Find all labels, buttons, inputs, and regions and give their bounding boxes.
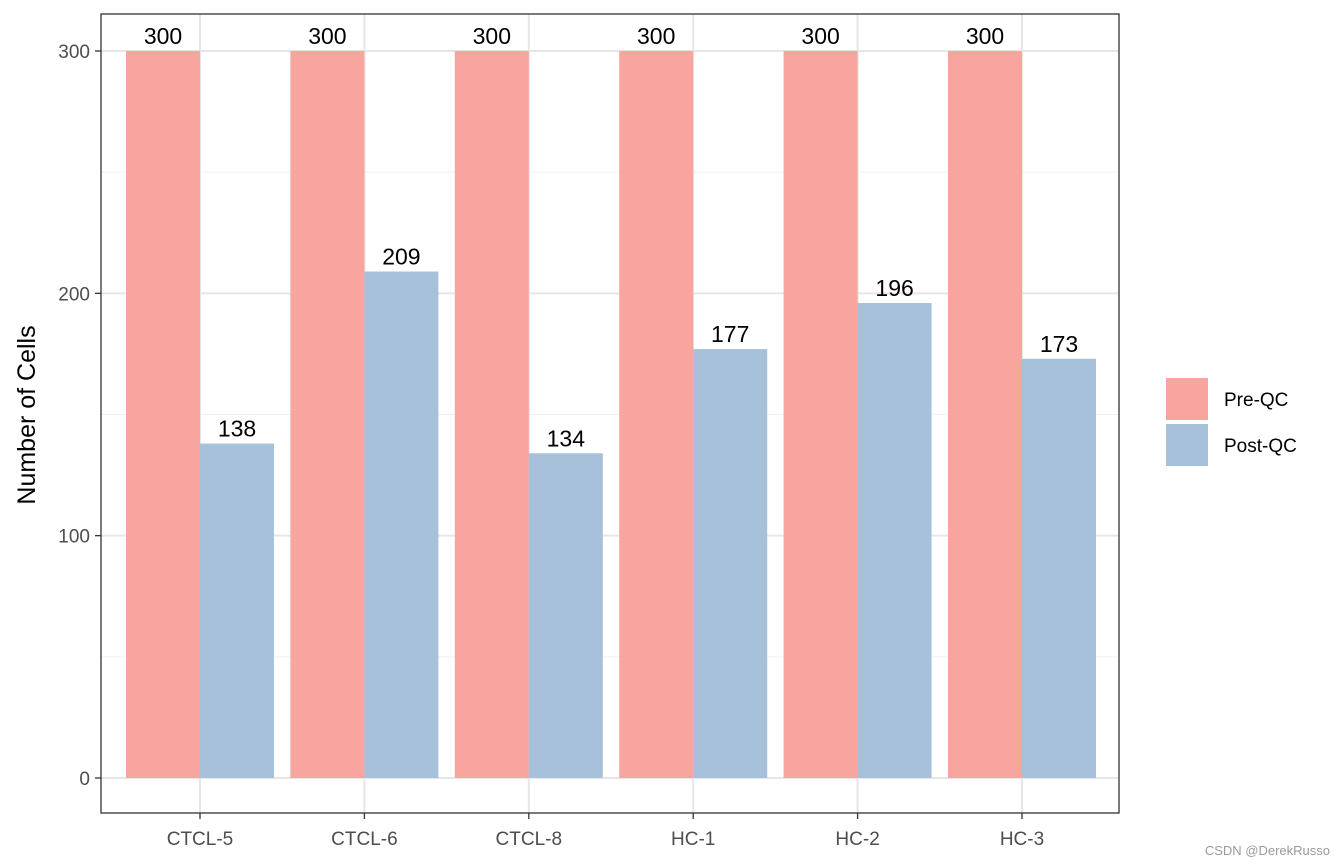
data-label: 173	[1040, 331, 1078, 357]
bar-post-qc-ctcl-6	[364, 271, 439, 778]
legend-key-pre-qc	[1166, 378, 1208, 420]
x-tick-label: HC-3	[1000, 829, 1044, 850]
y-tick-label: 300	[58, 42, 90, 63]
data-label: 300	[637, 23, 675, 49]
data-label: 300	[966, 23, 1004, 49]
y-tick-label: 200	[58, 284, 90, 305]
x-tick-label: HC-1	[671, 829, 715, 850]
bar-post-qc-hc-3	[1022, 358, 1096, 778]
data-label: 177	[711, 321, 749, 347]
x-tick-label: CTCL-6	[331, 829, 398, 850]
watermark: CSDN @DerekRusso	[1204, 843, 1330, 858]
bar-post-qc-ctcl-5	[200, 443, 274, 778]
y-tick-label: 100	[58, 527, 90, 548]
x-tick-label: CTCL-5	[167, 829, 234, 850]
bar-pre-qc-ctcl-5	[126, 51, 200, 778]
y-tick-label: 0	[79, 769, 90, 790]
bar-post-qc-hc-1	[693, 349, 768, 778]
data-label: 196	[875, 275, 913, 301]
data-label: 300	[801, 23, 839, 49]
x-tick-label: HC-2	[835, 829, 879, 850]
bars	[126, 51, 1096, 778]
bar-post-qc-ctcl-8	[528, 453, 603, 778]
data-label: 300	[308, 23, 346, 49]
bar-pre-qc-ctcl-8	[454, 51, 529, 778]
data-labels: 300 138 300 209 300 134 300 177 300 196 300 173	[144, 23, 1078, 451]
data-label: 138	[218, 416, 256, 442]
bar-pre-qc-hc-3	[948, 51, 1022, 778]
data-label: 209	[382, 244, 420, 270]
legend-label: Pre-QC	[1224, 390, 1288, 411]
data-label: 300	[144, 23, 182, 49]
legend: Pre-QC Post-QC	[1166, 378, 1297, 466]
data-label: 134	[547, 425, 586, 451]
bar-pre-qc-hc-2	[783, 51, 858, 778]
bar-pre-qc-hc-1	[619, 51, 694, 778]
bar-pre-qc-ctcl-6	[290, 51, 365, 778]
y-axis: 0 100 200 300	[58, 42, 101, 790]
y-axis-title: Number of Cells	[13, 325, 41, 504]
bar-post-qc-hc-2	[857, 303, 932, 778]
legend-label: Post-QC	[1224, 436, 1297, 457]
legend-key-post-qc	[1166, 424, 1208, 466]
plot-panel-border	[100, 13, 1120, 814]
x-axis: CTCL-5 CTCL-6 CTCL-8 HC-1 HC-2 HC-3	[167, 813, 1044, 850]
data-label: 300	[473, 23, 511, 49]
x-tick-label: CTCL-8	[496, 829, 563, 850]
